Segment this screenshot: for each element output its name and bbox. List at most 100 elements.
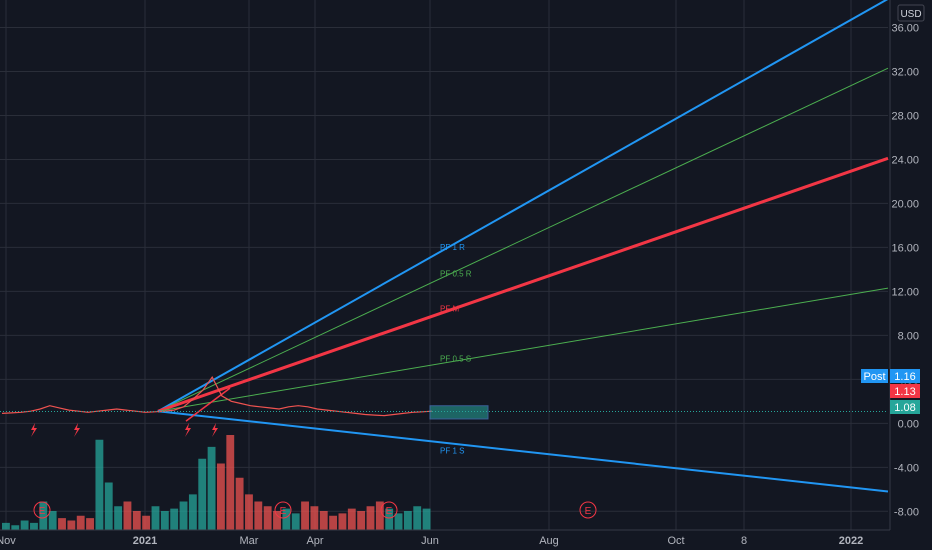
volume-bar <box>188 494 197 530</box>
volume-bar <box>385 508 394 530</box>
volume-bar <box>394 513 403 530</box>
earnings-marker-label: E <box>280 506 287 517</box>
volume-bar <box>2 522 10 530</box>
price-tag <box>890 384 920 398</box>
volume-bar <box>160 511 169 530</box>
price-tag-value: 1.16 <box>894 371 915 383</box>
volume-bar <box>170 508 179 530</box>
price-tag <box>890 400 920 414</box>
volume-bar <box>104 482 113 530</box>
volume-bar <box>58 518 66 530</box>
volume-bar <box>357 511 366 530</box>
x-tick-label: Oct <box>667 535 684 547</box>
volume-bar <box>67 520 76 530</box>
volume-bar <box>20 520 29 530</box>
volume-bar <box>263 506 272 530</box>
y-tick-label: 0.00 <box>898 418 919 430</box>
price-line <box>1 376 433 417</box>
lightning-icon[interactable] <box>212 423 218 437</box>
pitchfork-handle[interactable] <box>185 387 231 422</box>
y-tick-label: 24.00 <box>891 154 919 166</box>
volume-bar <box>301 501 309 530</box>
earnings-marker[interactable] <box>274 501 292 519</box>
y-tick-label: 12.00 <box>891 286 919 298</box>
y-tick-label: 8.00 <box>898 330 919 342</box>
price-series <box>0 376 888 420</box>
volume-bar <box>310 506 319 530</box>
y-tick-label: 16.00 <box>891 242 919 254</box>
pitchfork-line[interactable] <box>157 0 889 413</box>
volume-bar <box>319 511 328 530</box>
volume-bar <box>226 435 235 530</box>
pitchfork-line[interactable] <box>157 287 889 412</box>
volume-bar <box>95 439 104 530</box>
currency-label: USD <box>900 9 921 20</box>
x-tick-label: Nov <box>0 535 16 547</box>
volume-bar <box>11 525 20 530</box>
volume-bar <box>48 511 57 530</box>
x-tick-label: 2021 <box>133 535 157 547</box>
volume-bar <box>245 494 253 530</box>
y-tick-label: 28.00 <box>891 110 919 122</box>
volume-bar <box>76 515 85 530</box>
lightning-icon[interactable] <box>74 423 80 437</box>
x-tick-label: 8 <box>741 535 747 547</box>
x-tick-label: 2022 <box>839 535 863 547</box>
earnings-marker-label: E <box>585 506 592 517</box>
earnings-marker-label: E <box>39 506 46 517</box>
volume-bar <box>151 506 160 530</box>
pitchfork-line[interactable] <box>157 156 889 413</box>
volume-bar <box>366 506 375 530</box>
volume-bar <box>422 508 431 530</box>
volume-bar <box>39 501 48 530</box>
pitchfork-line[interactable] <box>157 410 889 493</box>
lightning-icon[interactable] <box>31 423 37 437</box>
x-tick-label: Aug <box>539 535 559 547</box>
volume-bar <box>254 501 263 530</box>
pitchfork-line[interactable] <box>157 67 889 412</box>
pitchfork-label: PF M <box>440 305 459 314</box>
volume-bar <box>347 508 356 530</box>
price-tags: Post 1.16 1.13 1.08 <box>861 369 920 414</box>
volume-bar <box>235 477 244 530</box>
x-tick-label: Apr <box>306 535 323 547</box>
volume-bar <box>132 511 141 530</box>
earnings-marker[interactable] <box>579 501 597 519</box>
volume-bar <box>198 458 207 530</box>
pitchfork-label: PF 0.5 R <box>440 270 472 279</box>
volume-bar <box>413 506 422 530</box>
volume-bar <box>291 513 300 530</box>
price-tag-label: Post <box>863 371 885 383</box>
currency-badge[interactable] <box>897 4 925 22</box>
grid <box>0 0 888 530</box>
earnings-marker[interactable] <box>33 501 51 519</box>
earnings-marker[interactable] <box>380 501 398 519</box>
volume-bar <box>273 511 281 530</box>
pitchfork[interactable]: PF 1 R PF 0.5 R PF M PF 0.5 S PF 1 S <box>157 0 889 493</box>
price-tag-value: 1.08 <box>894 402 915 414</box>
volume-bar <box>329 515 338 530</box>
lightning-icon[interactable] <box>185 423 191 437</box>
volume-bar <box>403 511 412 530</box>
y-tick-label: 36.00 <box>891 22 919 34</box>
x-axis[interactable]: Nov 2021 Mar Apr Jun Aug Oct 8 2022 <box>0 529 890 547</box>
volume-bar <box>217 463 225 530</box>
y-axis[interactable]: USD -8.00-4.000.004.008.0012.0016.0020.0… <box>889 0 932 530</box>
range-box[interactable] <box>429 405 489 420</box>
pitchfork-label: PF 0.5 S <box>440 355 471 364</box>
x-tick-label: Mar <box>240 535 259 547</box>
volume-bar <box>207 446 216 530</box>
y-tick-label: -8.00 <box>894 506 919 518</box>
y-tick-label: 32.00 <box>891 66 919 78</box>
price-tag <box>890 369 920 383</box>
y-tick-label: 20.00 <box>891 198 919 210</box>
y-tick-label: -4.00 <box>894 462 919 474</box>
pitchfork-label: PF 1 R <box>440 243 465 252</box>
y-axis-background <box>890 0 932 530</box>
volume-bar <box>114 506 123 530</box>
volume-bar <box>282 508 291 530</box>
earnings-marker-label: E <box>386 506 393 517</box>
volume-bar <box>375 501 384 530</box>
